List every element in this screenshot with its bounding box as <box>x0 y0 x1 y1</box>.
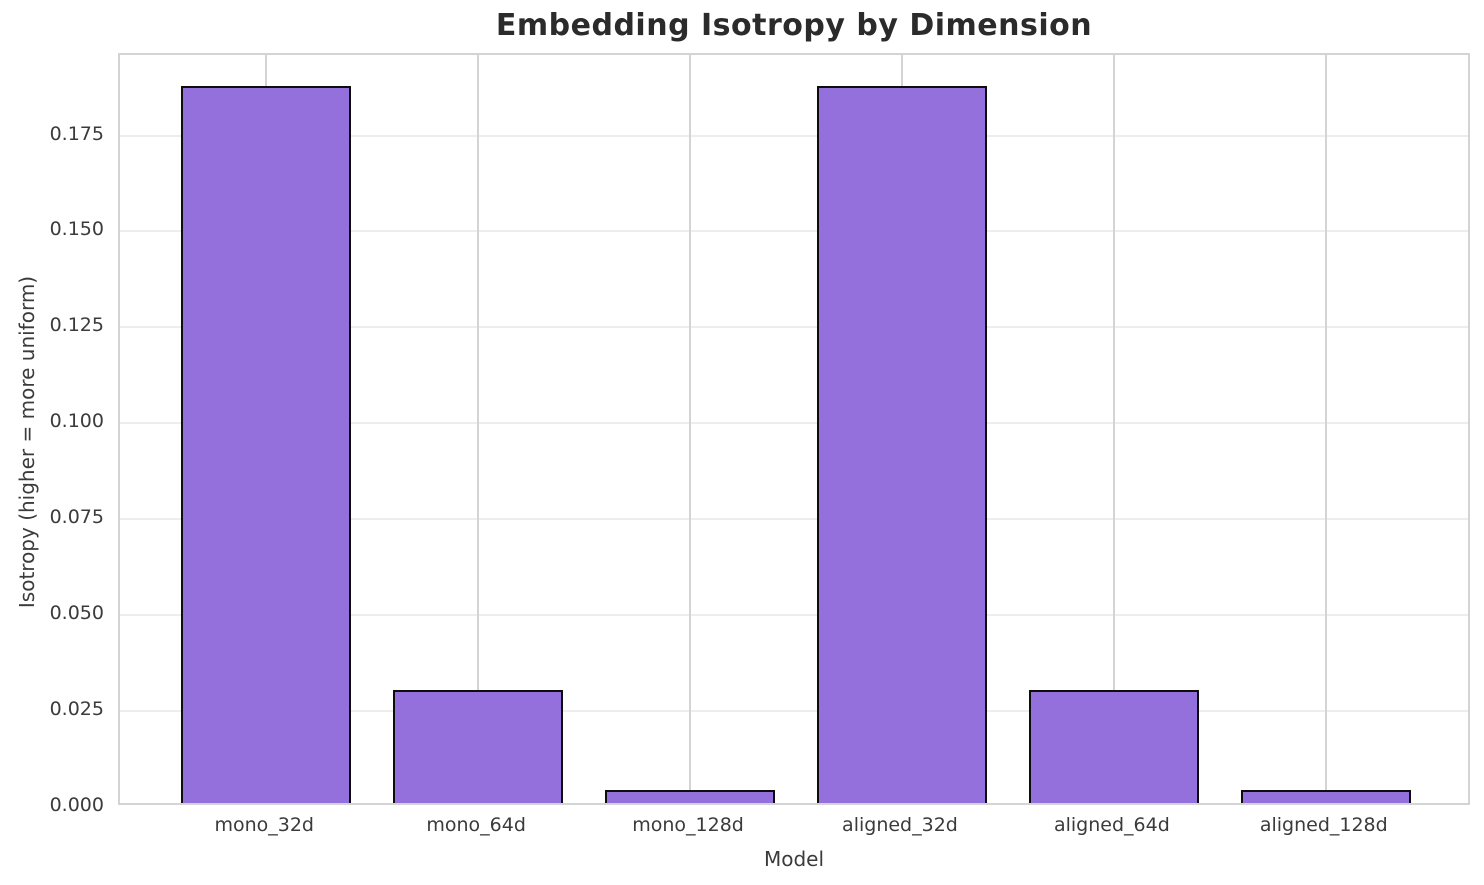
bar-mono_64d <box>393 689 563 803</box>
h-gridline <box>120 326 1468 329</box>
bar-mono_128d <box>605 789 775 803</box>
y-tick-label: 0.100 <box>49 410 104 433</box>
h-gridline <box>120 134 1468 137</box>
y-tick-label: 0.125 <box>49 314 104 337</box>
x-tick-label: aligned_64d <box>1053 814 1170 836</box>
x-tick-label: mono_64d <box>426 814 526 836</box>
y-tick-label: 0.025 <box>49 698 104 721</box>
x-tick-label: mono_32d <box>214 814 314 836</box>
h-gridline <box>120 230 1468 233</box>
chart-title: Embedding Isotropy by Dimension <box>495 8 1093 43</box>
h-gridline <box>120 422 1468 425</box>
bar-aligned_64d <box>1029 689 1199 803</box>
v-gridline <box>1112 55 1115 803</box>
x-tick-label: aligned_32d <box>842 814 958 836</box>
y-tick-label: 0.150 <box>49 218 104 241</box>
x-tick-label: aligned_128d <box>1259 814 1388 836</box>
plot-area <box>118 53 1470 805</box>
h-gridline <box>120 518 1468 521</box>
v-gridline <box>1324 55 1327 803</box>
y-tick-label: 0.050 <box>49 602 104 625</box>
y-tick-label: 0.075 <box>49 506 104 529</box>
y-tick-label: 0.175 <box>49 122 104 145</box>
h-gridline <box>120 614 1468 617</box>
h-gridline <box>120 710 1468 713</box>
v-gridline <box>477 55 480 803</box>
x-axis-label: Model <box>763 847 825 871</box>
v-gridline <box>689 55 692 803</box>
x-tick-label: mono_128d <box>632 814 744 836</box>
y-tick-label: 0.000 <box>49 794 104 816</box>
bar-mono_32d <box>181 86 351 803</box>
bar-aligned_128d <box>1241 789 1411 803</box>
bar-aligned_32d <box>817 86 987 803</box>
